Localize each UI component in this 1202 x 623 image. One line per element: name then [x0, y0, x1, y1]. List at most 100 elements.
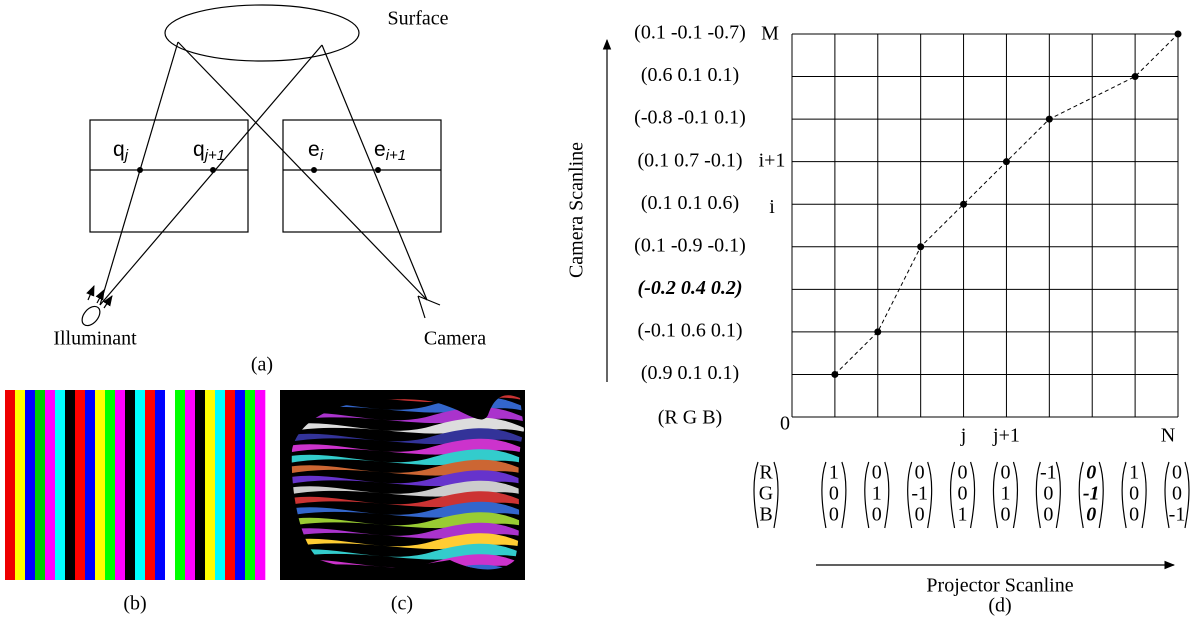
paren	[1185, 462, 1189, 528]
stripe	[175, 390, 185, 580]
paren	[1056, 462, 1060, 528]
vector-entry: 1	[958, 504, 968, 526]
row-mark: 0	[780, 413, 790, 435]
paren	[928, 462, 932, 528]
point-label: qj	[113, 138, 129, 164]
stripe	[115, 390, 125, 580]
base: q	[113, 138, 125, 161]
vector-entry: 1	[872, 483, 882, 505]
stripe	[215, 390, 225, 580]
stripe	[35, 390, 45, 580]
subscript: j+1	[203, 147, 225, 164]
illuminant-icon	[79, 286, 112, 329]
stripe	[65, 390, 75, 580]
caption: (a)	[251, 354, 273, 376]
stripe	[75, 390, 85, 580]
vector-entry: 0	[1043, 504, 1053, 526]
paren	[885, 462, 889, 528]
stripe	[5, 390, 15, 580]
vector-entry: 0	[1086, 462, 1096, 484]
row-label: (0.1 0.7 -0.1)	[638, 149, 743, 171]
subscript: i	[320, 147, 324, 164]
row-label: (0.1 -0.9 -0.1)	[634, 234, 746, 256]
point	[210, 167, 216, 173]
column-mark: j+1	[992, 425, 1020, 447]
point-label: qj+1	[193, 138, 225, 164]
vector-entry: 0	[1172, 462, 1182, 484]
stripe	[235, 390, 245, 580]
row-label: (-0.2 0.4 0.2)	[638, 277, 743, 299]
row-label: (0.1 0.1 0.6)	[641, 192, 739, 214]
figure: Surface Illuminant Camera (a) qjqj+1eiei…	[0, 0, 1202, 623]
correspondence-point	[917, 243, 924, 250]
paren	[971, 462, 975, 528]
row-mark: i	[769, 196, 775, 218]
paren	[754, 462, 758, 528]
stripe	[95, 390, 105, 580]
camera-icon	[418, 296, 440, 318]
paren	[1142, 462, 1146, 528]
surface-shape	[165, 5, 359, 61]
paren	[951, 462, 955, 528]
vector-entry: 0	[872, 504, 882, 526]
paren	[865, 462, 869, 528]
stripe	[85, 390, 95, 580]
row-label: (-0.1 0.6 0.1)	[638, 319, 743, 341]
base: e	[374, 138, 386, 161]
stripe	[245, 390, 255, 580]
paren	[822, 462, 826, 528]
label: Illuminant	[53, 328, 137, 350]
row-mark: i+1	[759, 149, 786, 171]
vector-entry: 0	[1129, 504, 1139, 526]
base: e	[308, 138, 320, 161]
vector-entry: 0	[1043, 483, 1053, 505]
axis-title: Projector Scanline	[926, 575, 1073, 597]
stripe	[205, 390, 215, 580]
point-label: ei+1	[374, 138, 406, 164]
vector-entry: 0	[1000, 462, 1010, 484]
stripe	[25, 390, 35, 580]
stripe	[195, 390, 205, 580]
ray	[322, 45, 427, 300]
paren	[993, 462, 997, 528]
subscript: i+1	[386, 147, 406, 164]
stripe	[145, 390, 155, 580]
stripe	[105, 390, 115, 580]
point	[375, 167, 381, 173]
row-mark: M	[761, 23, 779, 45]
row-label: (-0.8 -0.1 0.1)	[634, 107, 746, 129]
point-label: ei	[308, 138, 324, 164]
vector-entry: -1	[1040, 462, 1057, 484]
stripe	[125, 390, 135, 580]
caption: (d)	[988, 595, 1011, 617]
point	[311, 167, 317, 173]
stripe	[45, 390, 55, 580]
vector-entry: -1	[911, 483, 928, 505]
vector-entry: 0	[915, 504, 925, 526]
panel-b: (b)	[5, 390, 265, 615]
paren	[1099, 462, 1103, 528]
column-mark: N	[1161, 425, 1175, 447]
label: Camera	[424, 328, 486, 350]
vector-entry: 1	[829, 462, 839, 484]
correspondence-point	[1132, 73, 1139, 80]
vector-header: B	[759, 504, 772, 526]
vector-entry: 0	[829, 483, 839, 505]
vector-entry: 0	[829, 504, 839, 526]
row-label: (0.1 -0.1 -0.7)	[634, 22, 746, 44]
row-label: (R G B)	[658, 407, 722, 429]
label: Surface	[387, 8, 448, 30]
correspondence-point	[1003, 158, 1010, 165]
vector-entry: 0	[1172, 483, 1182, 505]
panel-c: (c)	[280, 386, 530, 614]
correspondence-point	[1046, 116, 1053, 123]
vector-header: G	[759, 483, 773, 505]
stripe	[155, 390, 165, 580]
stripe	[55, 390, 65, 580]
vector-header: R	[759, 462, 773, 484]
paren	[774, 462, 778, 528]
vector-entry: 0	[872, 462, 882, 484]
caption: (c)	[391, 593, 413, 615]
correspondence-point	[831, 371, 838, 378]
